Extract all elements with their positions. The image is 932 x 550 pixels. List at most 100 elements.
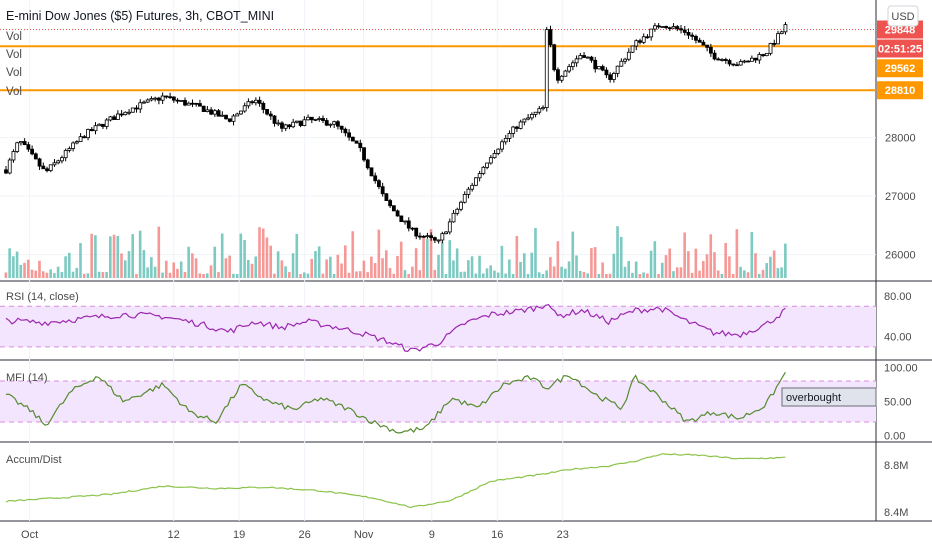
volume-bar [638,273,642,278]
volume-bar [716,270,720,278]
volume-bar [709,234,713,278]
volume-bar [623,266,627,278]
x-tick-label: Oct [21,529,38,541]
volume-bar [593,247,597,278]
candles [4,21,788,244]
candle-body [664,26,669,29]
volume-bar [496,272,500,278]
volume-bar [653,241,657,278]
volume-bar [481,273,485,278]
candle-body [694,35,698,41]
indicator-tick-label: 40.00 [884,332,912,344]
volume-bar [261,228,265,278]
candle-body [697,39,702,43]
candle-body [671,26,676,29]
candle-body [347,132,352,138]
candle-body [459,201,463,210]
volume-bar [728,256,731,278]
candle-body [559,75,564,81]
volume-bar [437,254,440,278]
grid [0,0,876,521]
vol-label-4: Vol [6,86,22,98]
volume-bar [38,260,41,278]
candle-body [15,142,20,152]
candle-body [779,31,784,35]
indicator-tick-label: 100.00 [884,362,918,374]
candle-body [112,116,117,120]
volume-bar [545,270,548,278]
volume-bar [138,230,142,278]
volume-bar [444,273,448,278]
candle-body [731,63,736,66]
candle-body [291,121,296,128]
candle-body [626,51,631,60]
candle-body [63,149,68,159]
volume-bar [179,261,183,278]
candle-body [7,159,12,174]
volume-bar [101,272,105,278]
candle-body [52,162,57,166]
candle-body [373,175,378,182]
volume-bar [332,273,336,278]
volume-bar [26,259,30,278]
candle-body [339,125,344,130]
volume-bar [191,253,194,278]
candle-body [336,121,340,127]
candle-body [630,45,635,53]
volume-bar [53,273,56,278]
candle-body [705,44,710,48]
candle-body [477,173,482,179]
volume-bar [720,273,724,278]
volume-bar [276,251,280,278]
candle-body [738,61,743,66]
volume-bar [582,271,586,278]
overbought-annotation[interactable]: overbought [781,387,877,407]
candle-body [488,157,493,164]
candle-body [574,58,579,64]
candle-body [638,40,642,43]
candle-body [776,33,780,45]
candle-body [324,120,329,126]
volume-bar [299,273,302,278]
volume-bar [388,268,392,278]
candle-body [4,169,8,174]
candle-body [429,235,434,239]
candle-body [280,122,284,129]
candle-body [708,46,713,54]
candle-body [183,100,187,106]
currency-button[interactable]: USD [887,5,919,27]
volume-bar [329,256,332,278]
volume-bar [291,253,295,278]
candle-body [503,138,508,143]
volume-bar [515,236,519,278]
volume-bar [150,257,153,278]
volume-bar [508,259,511,278]
volume-bar [377,229,381,278]
candle-body [224,114,228,120]
candle-body [272,115,277,124]
candle-body [343,128,348,134]
candle-body [421,235,426,238]
level-lines[interactable] [0,29,876,92]
candle-body [33,153,38,160]
volume-bar [429,229,433,278]
candle-body [556,69,560,81]
candle-body [194,102,199,105]
volume-bar [713,252,716,278]
candle-body [515,126,519,129]
volume-bar [567,261,571,278]
volume-bar [164,260,168,278]
band-fill [0,381,876,422]
candle-body [380,186,385,195]
indicator-tick-label: 80.00 [884,291,912,303]
volume-bar [493,270,496,278]
candle-body [500,141,504,150]
volume-bar [120,253,123,278]
volume-bar [679,267,683,278]
volume-bar [608,273,612,278]
volume-bar [224,258,228,278]
candle-body [496,148,501,154]
volume-bar [209,265,213,278]
volume-bar [75,267,79,278]
